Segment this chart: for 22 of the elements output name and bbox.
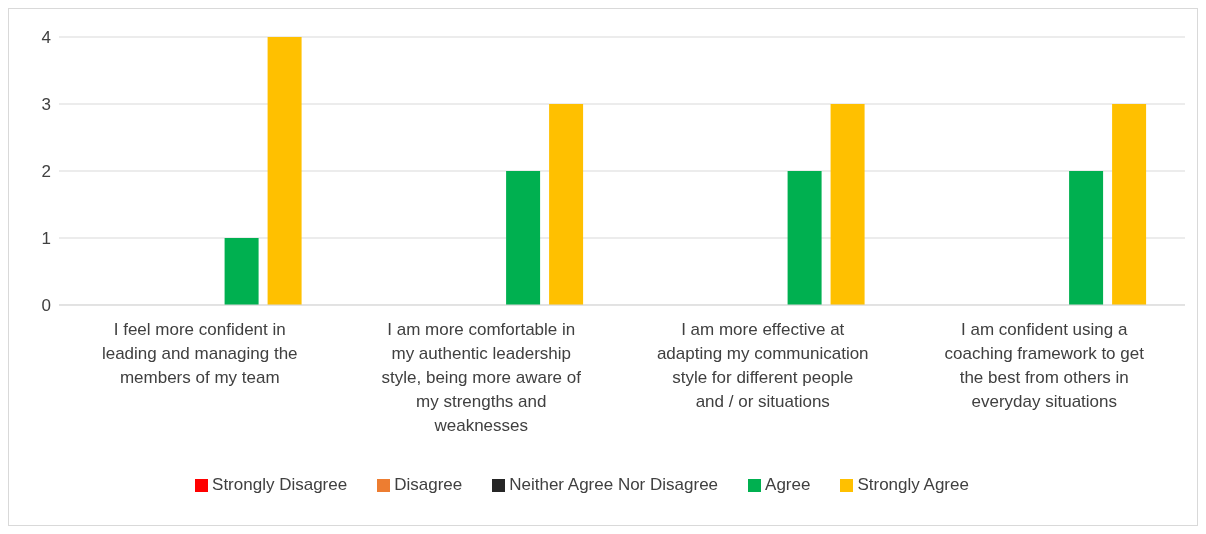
bar [224, 238, 259, 305]
bar [506, 171, 541, 305]
legend-label: Strongly Agree [857, 475, 969, 494]
bar [1112, 104, 1147, 305]
legend-label: Neither Agree Nor Disagree [509, 475, 719, 494]
bar [267, 37, 302, 305]
bar [830, 104, 865, 305]
legend-label: Disagree [394, 475, 463, 494]
bar [787, 171, 822, 305]
x-tick-label: I am confident using a coaching framework to get the best from others in everyday situations [944, 320, 1145, 411]
x-tick-label: I am more effective at adapting my communication style for different people and / or situations [656, 320, 869, 411]
y-tick-label: 3 [41, 95, 51, 115]
y-tick-label: 0 [41, 296, 51, 316]
bar [1069, 171, 1104, 305]
y-tick-label: 2 [41, 162, 51, 182]
x-tick-label: I am more comfortable in my authentic leadership style, being more aware of my strengths and weaknesses [381, 320, 582, 435]
y-tick-label: 1 [41, 229, 51, 249]
legend-label: Strongly Disagree [212, 475, 348, 494]
y-tick-label: 4 [41, 28, 51, 48]
x-tick-label: I feel more confident in leading and managing the members of my team [101, 320, 298, 387]
bar [549, 104, 584, 305]
legend-label: Agree [765, 475, 811, 494]
